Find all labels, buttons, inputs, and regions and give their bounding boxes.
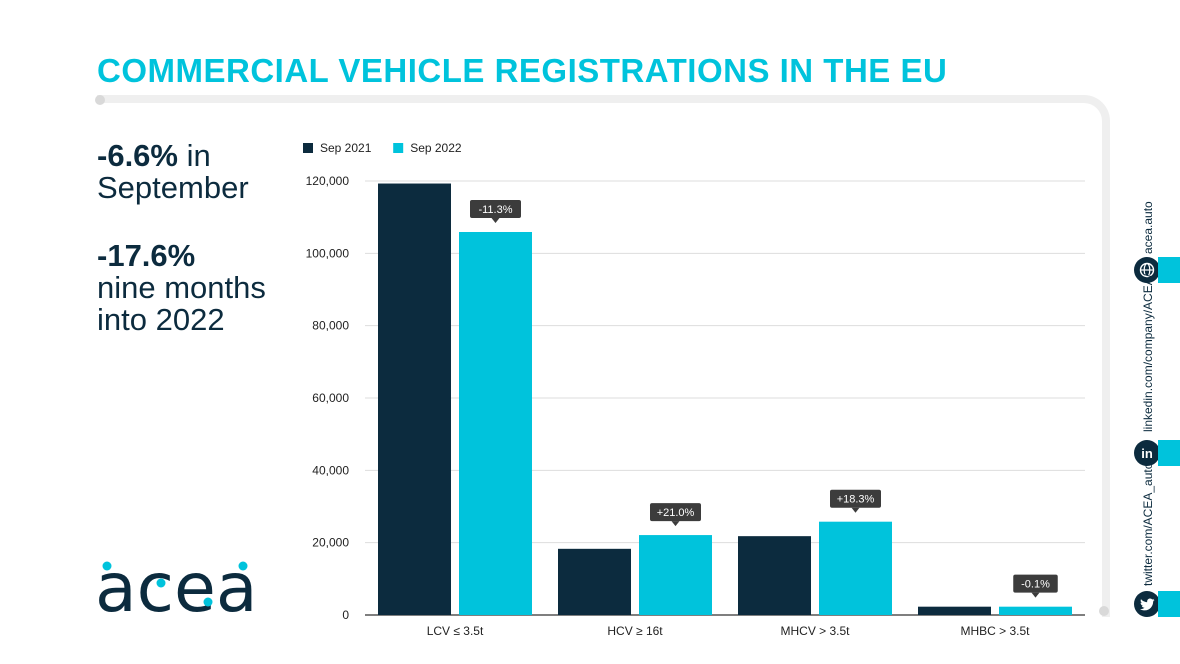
twitter-url[interactable]: twitter.com/ACEA_auto <box>1141 462 1155 586</box>
bar <box>918 606 991 615</box>
annotation-label: -11.3% <box>478 204 512 216</box>
annotation-pointer <box>851 507 860 513</box>
annotation-pointer <box>491 217 500 223</box>
kpi-september-label: September <box>97 170 249 205</box>
linkedin-url[interactable]: linkedin.com/company/ACEA/ <box>1141 273 1155 432</box>
kpi-nine-months: -17.6% nine months into 2022 <box>97 240 287 336</box>
x-tick-label: MHCV > 3.5t <box>780 624 850 635</box>
annotation-pointer <box>671 521 680 527</box>
kpi-nine-months-value: -17.6% <box>97 238 196 273</box>
legend-swatch <box>303 143 313 153</box>
annotation-label: +21.0% <box>657 507 695 519</box>
frame-start-dot <box>95 95 105 105</box>
y-tick-label: 120,000 <box>306 174 350 188</box>
annotation-label: +18.3% <box>837 494 875 506</box>
web-url[interactable]: acea.auto <box>1141 201 1155 254</box>
legend-swatch <box>393 143 404 153</box>
frame-end-dot <box>1099 606 1109 616</box>
content-frame <box>97 95 1110 617</box>
annotation-bubble <box>470 199 521 218</box>
linkedin-icon[interactable]: in <box>1134 440 1160 466</box>
y-tick-label: 0 <box>342 608 349 622</box>
y-tick-label: 20,000 <box>312 536 349 550</box>
annotation-bubble <box>1013 574 1058 593</box>
bar <box>639 535 712 615</box>
twitter-accent-bar <box>1158 591 1180 617</box>
linkedin-accent-bar <box>1158 440 1180 466</box>
bar <box>558 548 631 615</box>
web-accent-bar <box>1158 257 1180 283</box>
bar <box>459 231 532 615</box>
kpi-september: -6.6% in September <box>97 140 277 204</box>
bar <box>819 521 892 615</box>
twitter-icon[interactable] <box>1134 591 1160 617</box>
annotation-pointer <box>1031 592 1040 598</box>
x-tick-label: LCV ≤ 3.5t <box>427 624 484 635</box>
kpi-nine-months-label-1: nine months <box>97 270 266 305</box>
x-tick-label: HCV ≥ 16t <box>607 624 663 635</box>
y-tick-label: 60,000 <box>312 391 349 405</box>
annotation-bubble <box>830 489 881 508</box>
legend-label: Sep 2021 <box>320 141 372 155</box>
page-title: COMMERCIAL VEHICLE REGISTRATIONS IN THE … <box>97 52 948 89</box>
kpi-nine-months-label-2: into 2022 <box>97 302 225 337</box>
bar <box>738 536 811 615</box>
acea-logo-text: acea <box>95 555 258 617</box>
y-tick-label: 100,000 <box>306 246 350 260</box>
bar-chart: 0 20,000 40,000 60,000 80,000 100,000 120,000 S… <box>303 141 1085 635</box>
bar <box>999 606 1072 615</box>
kpi-september-value: -6.6% <box>97 138 178 173</box>
x-tick-label: MHBC > 3.5t <box>960 624 1030 635</box>
kpi-september-suffix: in <box>177 138 211 173</box>
y-tick-label: 40,000 <box>312 463 349 477</box>
y-tick-label: 80,000 <box>312 319 349 333</box>
bar <box>378 183 451 615</box>
legend-label: Sep 2022 <box>410 141 462 155</box>
annotation-bubble <box>650 503 701 522</box>
annotation-label: -0.1% <box>1021 579 1050 591</box>
acea-logo: acea <box>95 555 258 617</box>
globe-icon[interactable] <box>1134 257 1160 283</box>
